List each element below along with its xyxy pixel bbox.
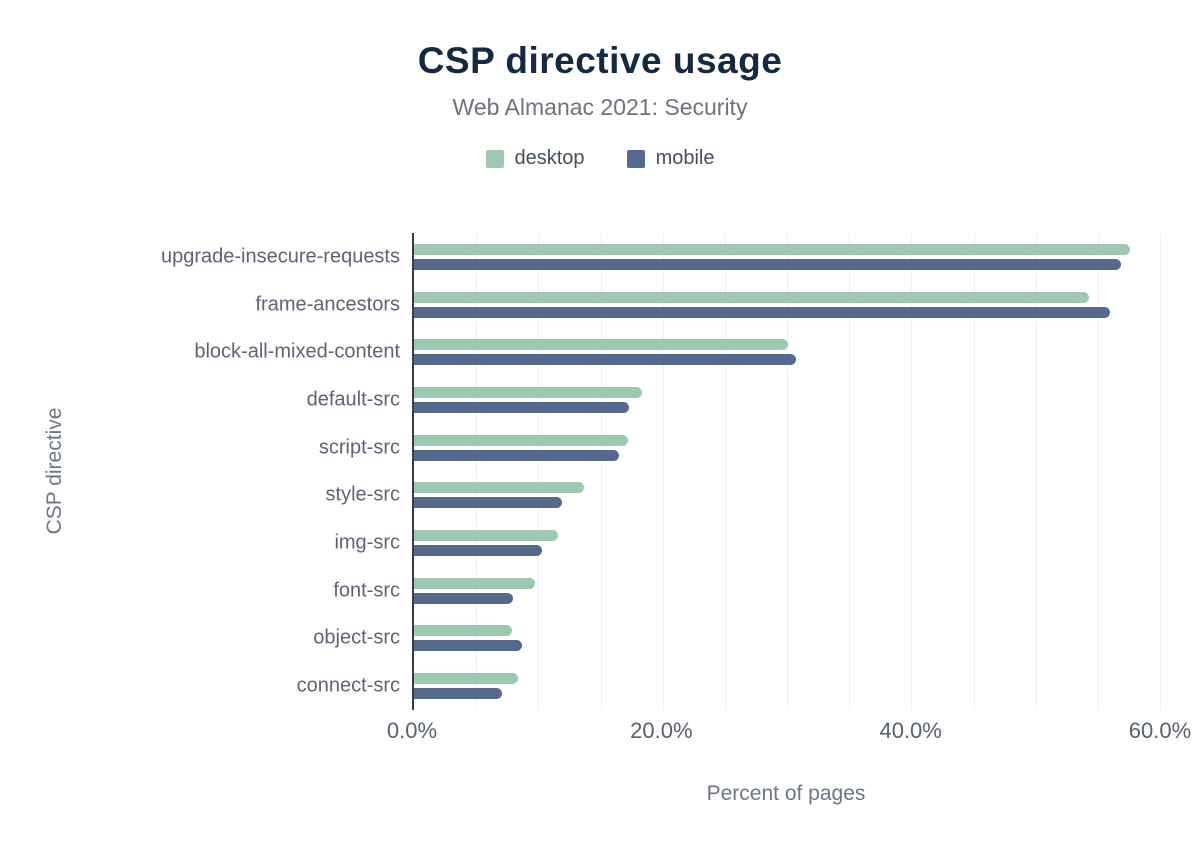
bar-desktop: [414, 339, 789, 351]
category-label: font-src: [333, 579, 400, 602]
bar-group: block-all-mixed-content: [194, 328, 1160, 376]
bar-group: object-src: [313, 615, 1160, 663]
legend-swatch: [626, 149, 645, 168]
bar-desktop: [414, 673, 519, 685]
bar-mobile: [414, 258, 1122, 270]
plot-area: upgrade-insecure-requests frame-ancestors…: [161, 233, 1161, 710]
bar-group: style-src: [326, 471, 1160, 519]
bar-group: default-src: [307, 376, 1160, 424]
x-tick-label: 20.0%: [630, 718, 693, 743]
bar-group: upgrade-insecure-requests: [161, 233, 1160, 281]
bar-mobile: [414, 592, 514, 604]
legend: desktop mobile: [0, 147, 1200, 170]
y-axis-title: CSP directive: [43, 407, 66, 535]
legend-item-desktop: desktop: [485, 147, 585, 170]
category-label: style-src: [325, 483, 400, 506]
chart-subtitle: Web Almanac 2021: Security: [452, 94, 748, 120]
legend-swatch: [485, 149, 504, 168]
x-tick-label: 0.0%: [386, 718, 438, 743]
bar-mobile: [414, 306, 1111, 318]
category-label: block-all-mixed-content: [194, 340, 400, 363]
bar-group: font-src: [333, 567, 1160, 615]
legend-label: mobile: [655, 147, 715, 169]
x-axis-title: Percent of pages: [706, 782, 866, 805]
bar-mobile: [414, 401, 630, 413]
bar-mobile: [414, 544, 543, 556]
bar-mobile: [414, 354, 796, 366]
category-label: default-src: [306, 388, 400, 411]
bar-mobile: [414, 497, 562, 509]
bar-group: script-src: [319, 424, 1160, 472]
category-label: upgrade-insecure-requests: [160, 245, 400, 268]
x-tick-label: 60.0%: [1128, 718, 1192, 743]
gridline: [1160, 233, 1161, 710]
category-label: connect-src: [296, 674, 400, 697]
bar-desktop: [414, 243, 1131, 255]
bar-group: connect-src: [297, 662, 1160, 710]
bar-mobile: [414, 688, 503, 700]
category-label: script-src: [318, 436, 400, 459]
bar-mobile: [414, 449, 620, 461]
legend-item-mobile: mobile: [626, 147, 715, 170]
legend-label: desktop: [514, 147, 585, 169]
category-label: img-src: [334, 531, 400, 554]
bar-desktop: [414, 529, 559, 541]
bar-group: img-src: [334, 519, 1160, 567]
x-tick-label: 40.0%: [879, 718, 942, 743]
bar-mobile: [414, 640, 523, 652]
chart-title: CSP directive usage: [417, 40, 783, 81]
category-label: frame-ancestors: [255, 293, 401, 316]
bar-desktop: [414, 386, 642, 398]
category-label: object-src: [313, 626, 400, 649]
bar-desktop: [414, 577, 535, 589]
bar-group: frame-ancestors: [256, 281, 1160, 329]
bar-desktop: [414, 291, 1090, 303]
bar-desktop: [414, 625, 513, 637]
bar-desktop: [414, 482, 585, 494]
x-axis-ticks: 0.0% 20.0% 40.0% 60.0%: [387, 718, 1191, 748]
bar-desktop: [414, 434, 628, 446]
